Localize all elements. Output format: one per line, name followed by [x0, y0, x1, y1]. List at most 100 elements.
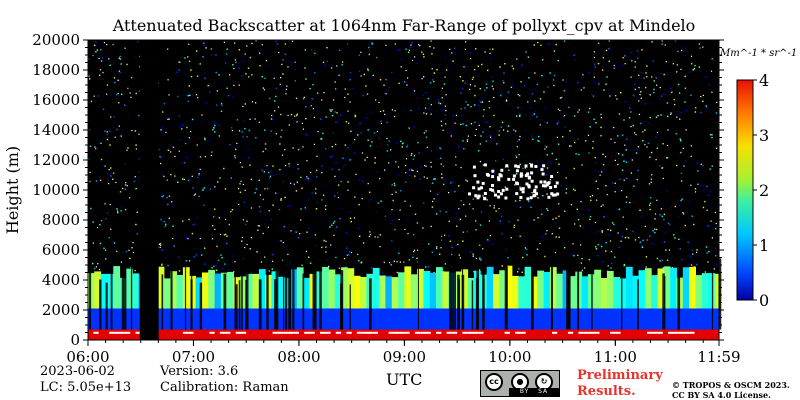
noise-dot: [133, 180, 136, 183]
noise-dot: [330, 110, 332, 113]
noise-dot: [658, 97, 661, 99]
noise-dot: [631, 159, 633, 161]
noise-dot: [614, 256, 616, 258]
noise-dot: [262, 87, 265, 89]
noise-dot: [196, 217, 198, 219]
noise-dot: [366, 156, 368, 158]
noise-dot: [325, 116, 327, 118]
noise-dot: [385, 78, 387, 81]
noise-dot: [534, 100, 536, 102]
noise-dot: [224, 263, 226, 265]
noise-dot: [239, 162, 241, 164]
noise-dot: [655, 228, 658, 231]
noise-dot: [449, 240, 451, 242]
cloud-cell: [540, 168, 544, 172]
noise-dot: [709, 168, 711, 170]
noise-dot: [445, 211, 447, 213]
noise-dot: [119, 55, 121, 58]
noise-dot: [539, 98, 542, 100]
noise-dot: [255, 137, 257, 139]
noise-dot: [605, 250, 607, 252]
cloud-cell: [539, 180, 543, 184]
noise-dot: [469, 84, 471, 86]
noise-dot: [606, 76, 608, 78]
noise-dot: [706, 185, 708, 188]
noise-dot: [300, 208, 302, 210]
noise-dot: [623, 265, 625, 267]
noise-dot: [503, 129, 505, 131]
noise-dot: [505, 248, 507, 251]
noise-dot: [239, 191, 242, 193]
noise-dot: [609, 240, 612, 242]
noise-dot: [230, 211, 232, 213]
noise-dot: [126, 63, 128, 66]
noise-dot: [580, 89, 582, 91]
noise-dot: [674, 205, 676, 208]
noise-dot: [243, 120, 245, 122]
noise-dot: [396, 142, 398, 144]
noise-dot: [623, 160, 625, 162]
noise-dot: [597, 243, 599, 246]
noise-dot: [482, 248, 484, 250]
noise-dot: [435, 213, 438, 215]
noise-dot: [187, 100, 189, 103]
no-data-column: [139, 40, 159, 340]
noise-dot: [547, 43, 550, 45]
noise-dot: [440, 120, 442, 122]
noise-dot: [531, 135, 533, 137]
noise-dot: [619, 178, 621, 180]
noise-dot: [167, 149, 170, 151]
noise-dot: [578, 109, 580, 111]
noise-dot: [463, 66, 465, 68]
noise-dot: [184, 57, 186, 59]
noise-dot: [314, 192, 317, 194]
signal-dropout: [664, 276, 666, 330]
noise-dot: [513, 129, 515, 131]
noise-dot: [588, 259, 590, 261]
noise-dot: [89, 78, 91, 80]
noise-dot: [523, 85, 525, 87]
noise-dot: [241, 236, 243, 239]
noise-dot: [594, 63, 596, 65]
signal-dropout: [245, 279, 247, 330]
saturation-streak: [399, 331, 405, 334]
noise-dot: [199, 63, 201, 65]
signal-dropout: [349, 284, 351, 330]
noise-dot: [706, 225, 709, 227]
noise-dot: [354, 196, 356, 198]
noise-dot: [475, 257, 477, 259]
noise-dot: [374, 162, 376, 164]
noise-dot: [226, 87, 228, 89]
noise-dot: [695, 107, 697, 109]
noise-dot: [459, 218, 462, 221]
noise-dot: [475, 128, 477, 130]
noise-dot: [475, 48, 477, 50]
noise-dot: [474, 94, 476, 97]
noise-dot: [549, 72, 551, 74]
noise-dot: [338, 267, 341, 269]
noise-dot: [102, 71, 104, 74]
x-tick-label: 10:00: [488, 348, 531, 366]
noise-dot: [681, 198, 683, 200]
noise-dot: [419, 178, 421, 180]
noise-dot: [367, 183, 369, 185]
noise-dot: [275, 192, 277, 194]
noise-dot: [453, 47, 456, 49]
saturation-streak: [515, 331, 521, 334]
saturation-streak: [109, 331, 115, 334]
noise-dot: [275, 133, 277, 135]
noise-dot: [564, 126, 566, 128]
noise-dot: [684, 224, 686, 227]
noise-dot: [284, 53, 286, 55]
noise-dot: [249, 164, 251, 166]
noise-dot: [649, 156, 651, 158]
noise-dot: [338, 74, 340, 76]
noise-dot: [241, 240, 243, 242]
noise-dot: [89, 129, 91, 131]
saturation-streak: [356, 331, 363, 334]
noise-dot: [555, 158, 558, 161]
noise-dot: [491, 137, 493, 140]
noise-dot: [669, 224, 671, 226]
noise-dot: [92, 262, 94, 265]
noise-dot: [682, 147, 684, 149]
